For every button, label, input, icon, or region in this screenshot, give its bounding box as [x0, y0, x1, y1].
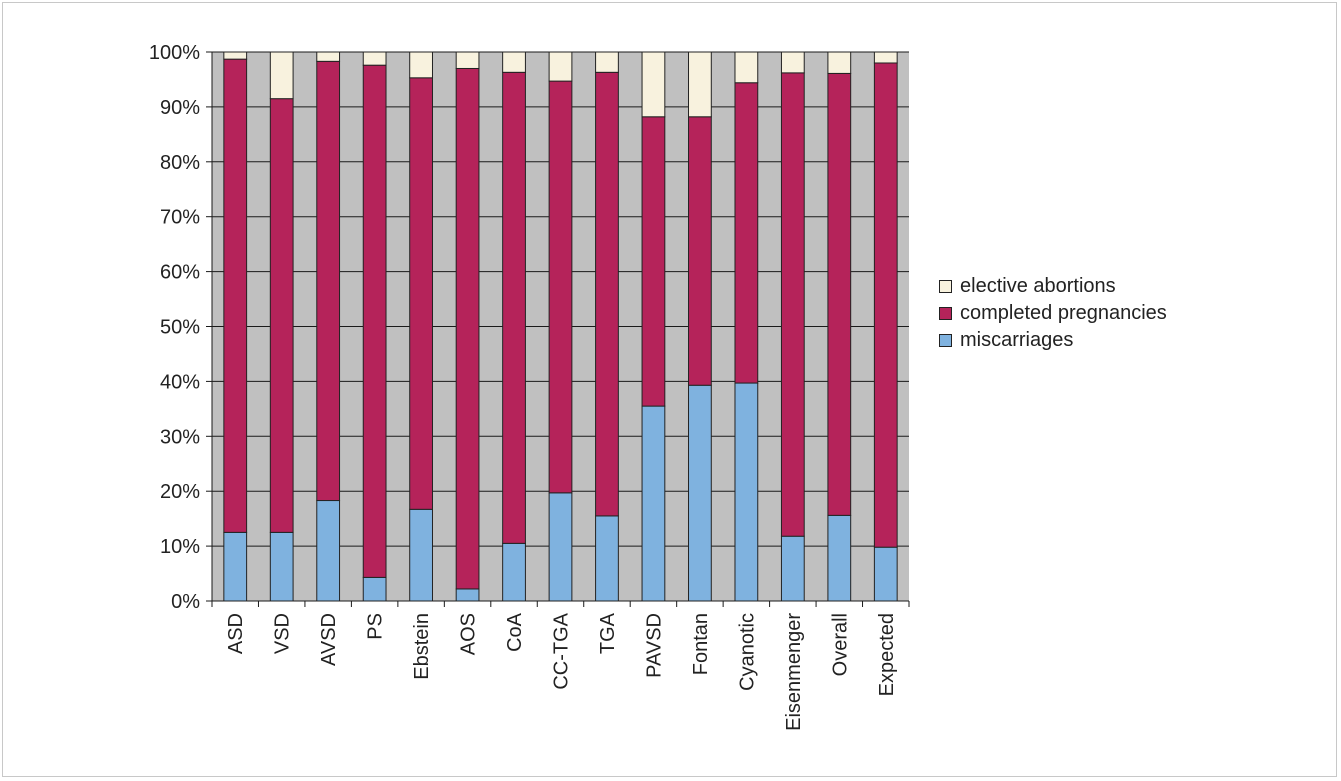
- legend-label: completed pregnancies: [960, 302, 1167, 324]
- legend-label: miscarriages: [960, 329, 1074, 351]
- bar-elective-abortions-fontan: [688, 51, 712, 118]
- legend-item-completed-pregnancies: completed pregnancies: [939, 300, 1167, 327]
- y-tick-label: 20%: [160, 481, 200, 503]
- bar-miscarriages-asd: [223, 531, 248, 602]
- bar-completed-pregnancies-avsd: [316, 60, 341, 502]
- y-tick-label: 60%: [160, 262, 200, 284]
- bar-miscarriages-cyanotic: [734, 382, 759, 602]
- bar-elective-abortions-vsd: [269, 51, 294, 100]
- x-tick-label: Expected: [876, 613, 898, 696]
- bar-completed-pregnancies-fontan: [688, 116, 712, 386]
- bar-elective-abortions-avsd: [316, 51, 341, 62]
- y-tick-label: 50%: [160, 317, 200, 339]
- legend-swatch-miscarriages: [939, 334, 952, 347]
- bar-elective-abortions-coa: [502, 51, 526, 73]
- bar-miscarriages-fontan: [688, 384, 712, 602]
- bar-elective-abortions-overall: [827, 51, 852, 74]
- y-tick-label: 0%: [171, 591, 200, 613]
- legend-swatch-completed-pregnancies: [939, 307, 952, 320]
- bar-completed-pregnancies-aos: [455, 67, 480, 590]
- bar-elective-abortions-ps: [362, 51, 387, 66]
- bar-miscarriages-ps: [362, 576, 387, 602]
- x-tick-label: Eisenmenger: [783, 613, 805, 731]
- x-tick-label: Cyanotic: [736, 613, 758, 691]
- bar-miscarriages-avsd: [316, 500, 341, 602]
- bar-completed-pregnancies-cc-tga: [548, 80, 573, 494]
- x-tick-label: AOS: [458, 613, 480, 655]
- x-tick-label: PAVSD: [643, 613, 665, 678]
- bar-miscarriages-expected: [873, 546, 898, 602]
- x-tick-label: Overall: [829, 613, 851, 676]
- legend-label: elective abortions: [960, 275, 1116, 297]
- bar-completed-pregnancies-coa: [502, 71, 526, 544]
- bar-miscarriages-aos: [455, 588, 480, 602]
- x-tick-label: AVSD: [318, 613, 340, 666]
- bar-elective-abortions-eisenmenger: [780, 51, 805, 74]
- bar-completed-pregnancies-eisenmenger: [780, 72, 805, 537]
- x-tick-label: Ebstein: [411, 613, 433, 680]
- legend-item-miscarriages: miscarriages: [939, 327, 1167, 354]
- bar-miscarriages-vsd: [269, 531, 294, 602]
- legend-swatch-elective-abortions: [939, 280, 952, 293]
- x-tick-label: CoA: [504, 612, 526, 652]
- bar-elective-abortions-tga: [595, 51, 619, 73]
- bar-elective-abortions-asd: [223, 51, 248, 60]
- x-tick-label: PS: [365, 613, 387, 640]
- bar-completed-pregnancies-ebstein: [409, 77, 433, 510]
- x-tick-label: TGA: [597, 612, 619, 654]
- bar-completed-pregnancies-pavsd: [641, 116, 666, 407]
- bar-completed-pregnancies-cyanotic: [734, 82, 759, 384]
- bar-elective-abortions-cyanotic: [734, 51, 759, 84]
- y-tick-label: 40%: [160, 371, 200, 393]
- y-tick-label: 100%: [149, 42, 200, 64]
- bar-elective-abortions-ebstein: [409, 51, 433, 79]
- y-tick-label: 10%: [160, 536, 200, 558]
- bar-miscarriages-overall: [827, 514, 852, 602]
- bar-completed-pregnancies-ps: [362, 64, 387, 578]
- bar-miscarriages-ebstein: [409, 508, 433, 602]
- bar-completed-pregnancies-vsd: [269, 98, 294, 533]
- bar-miscarriages-eisenmenger: [780, 535, 805, 602]
- bar-completed-pregnancies-overall: [827, 72, 852, 516]
- bar-miscarriages-pavsd: [641, 405, 666, 602]
- bar-completed-pregnancies-expected: [873, 62, 898, 548]
- x-tick-label: CC-TGA: [551, 612, 573, 689]
- bar-miscarriages-coa: [502, 542, 526, 602]
- stacked-bar-chart: 0% 10% 20% 30% 40% 50% 60% 70% 80% 90% 100% ASD VSD A…: [149, 42, 910, 731]
- bar-elective-abortions-pavsd: [641, 51, 666, 118]
- x-tick-label: VSD: [272, 613, 294, 654]
- bar-miscarriages-cc-tga: [548, 492, 573, 602]
- bar-elective-abortions-expected: [873, 51, 898, 64]
- legend-item-elective-abortions: elective abortions: [939, 273, 1167, 300]
- y-tick-label: 30%: [160, 426, 200, 448]
- bar-miscarriages-tga: [595, 515, 619, 602]
- x-tick-label: ASD: [225, 613, 247, 654]
- x-tick-label: Fontan: [690, 613, 712, 675]
- y-tick-label: 70%: [160, 207, 200, 229]
- bar-completed-pregnancies-asd: [223, 58, 248, 533]
- bar-completed-pregnancies-tga: [595, 71, 619, 517]
- bar-elective-abortions-aos: [455, 51, 480, 69]
- bar-elective-abortions-cc-tga: [548, 51, 573, 82]
- y-tick-label: 80%: [160, 152, 200, 174]
- y-tick-label: 90%: [160, 97, 200, 119]
- legend: elective abortions completed pregnancies…: [939, 273, 1167, 354]
